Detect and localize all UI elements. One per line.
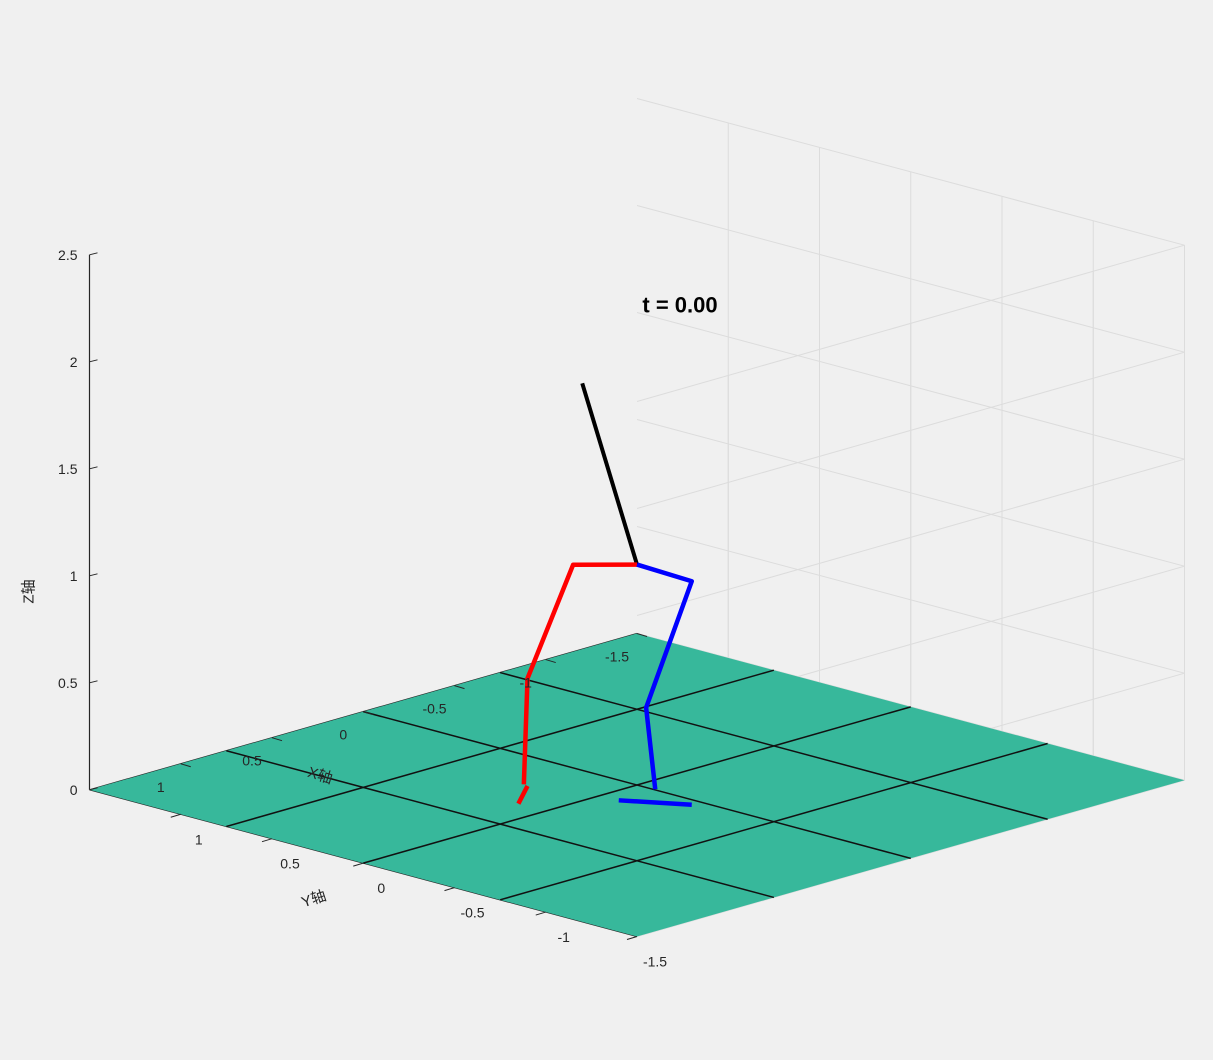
z-tick: [89, 466, 98, 470]
x-axis-label: X轴: [306, 764, 335, 788]
grid-line: [636, 98, 1185, 246]
y-axis-label: Y轴: [299, 887, 328, 911]
y-tick: [444, 887, 455, 892]
x-tick: [454, 685, 465, 690]
ground-mesh-line: [363, 706, 911, 864]
ground-mesh-line: [226, 750, 775, 899]
grid-line: [636, 244, 1185, 402]
x-tick-label: -1.5: [605, 649, 629, 665]
ground-plane: [89, 633, 1185, 937]
grid-line: [636, 458, 1185, 616]
y-tick: [535, 911, 546, 916]
y-tick: [261, 838, 273, 843]
grid-line: [636, 351, 1185, 509]
y-tick: [170, 813, 181, 818]
z-axis-label: Z轴: [21, 579, 38, 603]
series-line-4: [618, 798, 692, 807]
robot-lines: [516, 382, 694, 807]
y-tick-label: 0.5: [280, 856, 300, 872]
time-annotation: t = 0.00: [642, 293, 717, 318]
z-tick-label: 0.5: [58, 675, 78, 691]
x-tick-label: 1: [157, 779, 165, 795]
y-tick-label: 0: [377, 880, 385, 896]
x-tick-label: -0.5: [422, 701, 446, 717]
y-tick-label: -1: [558, 929, 571, 945]
z-tick: [89, 787, 98, 791]
series-line-3: [636, 562, 694, 790]
y-tick-label: 1: [195, 831, 203, 847]
x-tick-label: -1: [520, 675, 533, 691]
x-tick: [271, 737, 283, 742]
z-tick-label: 2.5: [58, 247, 78, 263]
series-line-0: [580, 382, 639, 566]
y-tick-label: -0.5: [460, 905, 484, 921]
y-tick: [353, 862, 364, 867]
x-tick-label: 0.5: [242, 753, 262, 769]
y-tick: [626, 936, 638, 940]
ground-mesh-line: [226, 669, 775, 828]
x-tick: [180, 763, 191, 768]
series-line-2: [516, 784, 530, 805]
z-tick-label: 0: [70, 782, 78, 798]
z-tick: [89, 252, 98, 256]
series-line-1: [521, 562, 638, 785]
tick-labels: 0 0.5 1 1.5 2 2.5 1 0.5 0 -0.5 -1 -1.5 1 0.5 0 -0.5 -1 -1…: [58, 247, 667, 970]
x-tick: [636, 633, 648, 637]
x-tick: [363, 711, 374, 716]
z-tick: [89, 573, 98, 577]
z-tick: [89, 680, 98, 684]
x-tick-label: 0: [339, 727, 347, 743]
y-tick-label: -1.5: [643, 954, 667, 970]
z-tick-label: 2: [70, 354, 78, 370]
z-tick: [89, 359, 98, 363]
x-tick: [545, 659, 556, 664]
z-tick-label: 1.5: [58, 461, 78, 477]
z-tick-label: 1: [70, 568, 78, 584]
